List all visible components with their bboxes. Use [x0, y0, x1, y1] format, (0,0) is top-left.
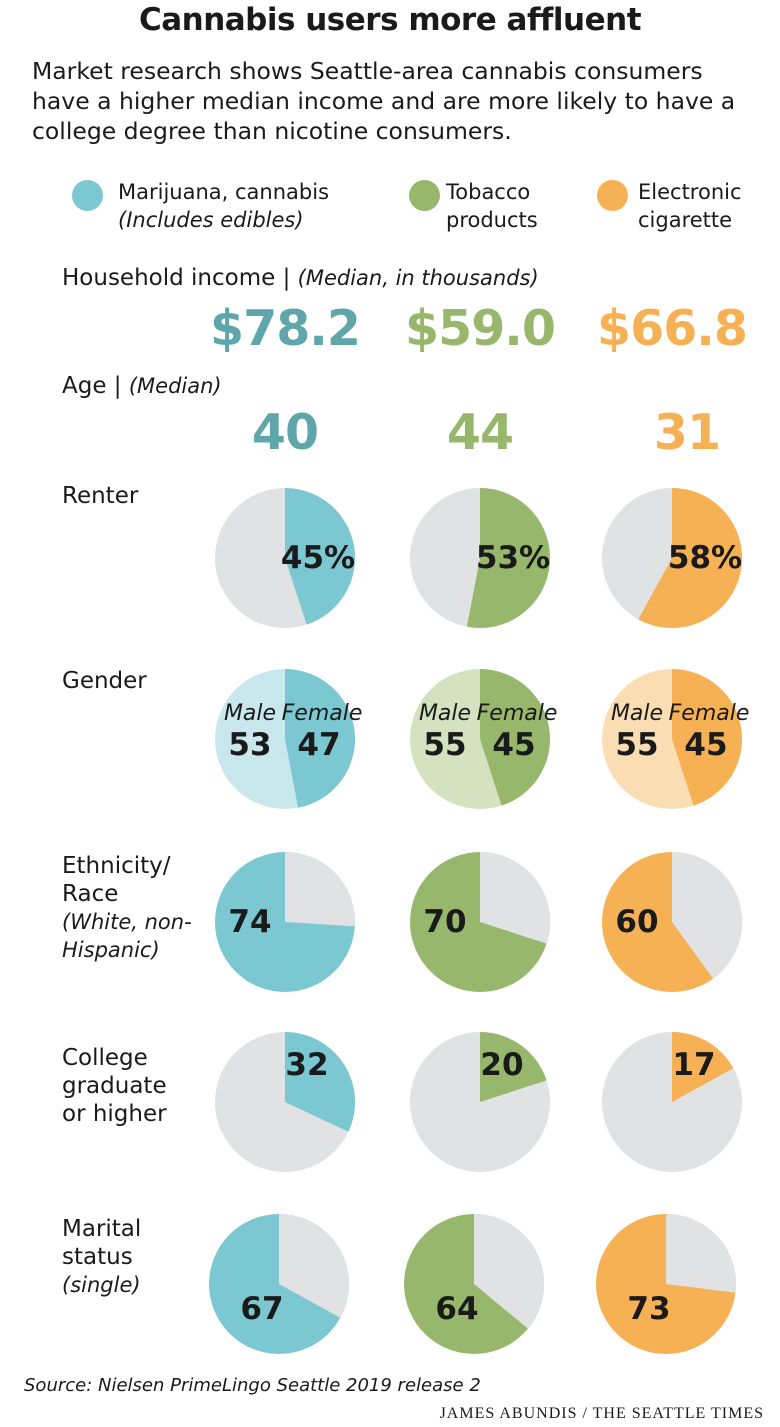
legend-tobacco-label2: products — [446, 208, 538, 232]
marital-label-cannabis: 67 — [240, 1291, 283, 1327]
legend-tobacco-label: Tobacco — [446, 180, 531, 204]
legend-cannabis-label: Marijuana, cannabis — [118, 180, 330, 204]
ethnicity-line1: Ethnicity/ — [62, 853, 171, 879]
ethnicity-note1: (White, non- — [62, 910, 192, 934]
gender-pie-female-tobacco — [480, 669, 550, 806]
marital-label-ecig: 73 — [627, 1291, 670, 1327]
marital-line1: Marital — [62, 1216, 142, 1242]
college-pie-slice-cannabis — [285, 1032, 355, 1132]
legend-swatch-ecig — [597, 180, 628, 211]
gender-male-label-tobacco: Male — [419, 701, 471, 726]
gender-label: Gender — [62, 668, 147, 694]
ethnicity-label-cannabis: 74 — [228, 904, 271, 940]
gender-pie-female-cannabis — [285, 669, 356, 808]
renter-pie-slice-cannabis — [285, 488, 355, 625]
legend-swatch-tobacco — [409, 180, 440, 211]
college-line3: or higher — [62, 1101, 167, 1127]
gender-female-value-ecig: 45 — [684, 727, 727, 763]
income-value-ecig: $66.8 — [597, 300, 748, 357]
legend-cannabis: Marijuana, cannabis (Includes edibles) — [118, 178, 329, 234]
legend-swatch-cannabis — [72, 180, 103, 211]
gender-female-value-cannabis: 47 — [297, 727, 340, 763]
renter-row-label: Renter — [62, 482, 138, 510]
gender-male-value-ecig: 55 — [615, 727, 658, 763]
marital-note: (single) — [62, 1273, 141, 1297]
income-value-cannabis: $78.2 — [210, 300, 361, 357]
age-value-tobacco: 44 — [446, 404, 514, 461]
gender-male-value-cannabis: 53 — [228, 727, 271, 763]
income-note: (Median, in thousands) — [297, 266, 539, 290]
gender-female-label-ecig: Female — [669, 701, 750, 726]
legend-ecig: Electronic cigarette — [638, 178, 742, 234]
marital-pie-rest-cannabis — [279, 1214, 349, 1318]
ethnicity-pie-rest-cannabis — [285, 852, 355, 927]
marital-pie-rest-ecig — [666, 1214, 737, 1293]
legend-cannabis-note: (Includes edibles) — [118, 208, 304, 232]
legend-tobacco: Tobacco products — [446, 178, 538, 234]
chart-title: Cannabis users more affluent — [138, 2, 642, 38]
renter-pie-slice-tobacco — [466, 488, 550, 628]
college-line1: College — [62, 1045, 148, 1071]
gender-male-value-tobacco: 55 — [423, 727, 466, 763]
gender-row-label: Gender — [62, 667, 147, 695]
age-row-label: Age | (Median) — [62, 372, 222, 400]
college-line2: graduate — [62, 1073, 167, 1099]
income-label: Household income | — [62, 265, 291, 291]
college-label-cannabis: 32 — [285, 1047, 328, 1083]
ethnicity-row-label: Ethnicity/ Race (White, non- Hispanic) — [62, 852, 192, 964]
marital-line2: status — [62, 1244, 133, 1270]
gender-female-label-cannabis: Female — [282, 701, 363, 726]
age-label: Age | — [62, 373, 122, 399]
income-row-label: Household income | (Median, in thousands… — [62, 264, 539, 292]
age-note: (Median) — [128, 374, 222, 398]
marital-row-label: Marital status (single) — [62, 1215, 141, 1299]
college-pie-slice-ecig — [672, 1032, 734, 1102]
gender-female-label-tobacco: Female — [477, 701, 558, 726]
renter-label-tobacco: 53% — [476, 540, 550, 576]
age-value-cannabis: 40 — [251, 404, 319, 461]
ethnicity-pie-rest-tobacco — [480, 852, 550, 944]
chart-subtitle: Market research shows Seattle-area canna… — [32, 57, 736, 145]
ethnicity-pie-rest-ecig — [672, 852, 742, 979]
college-label-tobacco: 20 — [480, 1047, 523, 1083]
legend-ecig-label2: cigarette — [638, 208, 733, 232]
ethnicity-label-tobacco: 70 — [423, 904, 466, 940]
income-value-tobacco: $59.0 — [405, 300, 556, 357]
marital-pie-rest-tobacco — [474, 1214, 545, 1329]
gender-female-value-tobacco: 45 — [492, 727, 535, 763]
renter-label: Renter — [62, 483, 139, 509]
ethnicity-note2: Hispanic) — [62, 938, 160, 962]
source-note: Source: Nielsen PrimeLingo Seattle 2019 … — [24, 1375, 481, 1396]
renter-label-ecig: 58% — [668, 540, 742, 576]
renter-label-cannabis: 45% — [281, 540, 355, 576]
gender-male-label-ecig: Male — [611, 701, 663, 726]
credit-line: JAMES ABUNDIS / THE SEATTLE TIMES — [439, 1405, 764, 1422]
ethnicity-label-ecig: 60 — [615, 904, 658, 940]
legend-ecig-label: Electronic — [638, 180, 742, 204]
college-pie-slice-tobacco — [480, 1032, 547, 1102]
gender-male-label-cannabis: Male — [224, 701, 276, 726]
college-row-label: College graduate or higher — [62, 1044, 167, 1128]
age-value-ecig: 31 — [653, 404, 721, 461]
ethnicity-line2: Race — [62, 881, 119, 907]
college-label-ecig: 17 — [672, 1047, 715, 1083]
marital-label-tobacco: 64 — [435, 1291, 478, 1327]
renter-pie-slice-ecig — [638, 488, 743, 628]
gender-pie-female-ecig — [672, 669, 742, 806]
